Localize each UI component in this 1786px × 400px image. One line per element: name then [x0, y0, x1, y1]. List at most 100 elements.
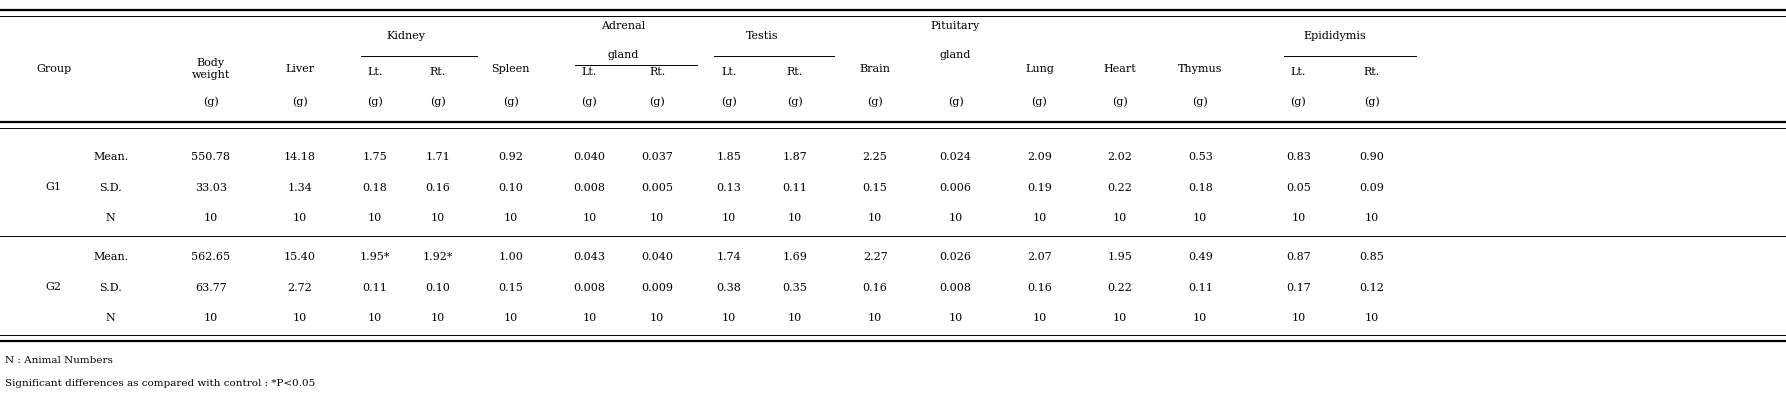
Text: Adrenal: Adrenal: [602, 21, 645, 31]
Text: 14.18: 14.18: [284, 152, 316, 162]
Text: Lt.: Lt.: [722, 67, 736, 77]
Text: (g): (g): [1193, 97, 1207, 107]
Text: 10: 10: [1113, 213, 1127, 223]
Text: 0.008: 0.008: [939, 283, 972, 293]
Text: 1.95: 1.95: [1107, 252, 1132, 262]
Text: (g): (g): [293, 97, 307, 107]
Text: 1.95*: 1.95*: [359, 252, 391, 262]
Text: 0.15: 0.15: [498, 283, 523, 293]
Text: (g): (g): [368, 97, 382, 107]
Text: Lt.: Lt.: [582, 67, 597, 77]
Text: 0.18: 0.18: [363, 183, 388, 193]
Text: 10: 10: [430, 313, 445, 323]
Text: 0.024: 0.024: [939, 152, 972, 162]
Text: 0.38: 0.38: [716, 283, 741, 293]
Text: 0.10: 0.10: [425, 283, 450, 293]
Text: 0.16: 0.16: [1027, 283, 1052, 293]
Text: (g): (g): [788, 97, 802, 107]
Text: 10: 10: [1193, 313, 1207, 323]
Text: 10: 10: [722, 313, 736, 323]
Text: 0.35: 0.35: [782, 283, 807, 293]
Text: 0.49: 0.49: [1188, 252, 1213, 262]
Text: 10: 10: [504, 213, 518, 223]
Text: 2.27: 2.27: [863, 252, 888, 262]
Text: 562.65: 562.65: [191, 252, 230, 262]
Text: 10: 10: [788, 313, 802, 323]
Text: 10: 10: [1365, 213, 1379, 223]
Text: Thymus: Thymus: [1179, 64, 1222, 74]
Text: 0.15: 0.15: [863, 183, 888, 193]
Text: 0.005: 0.005: [641, 183, 673, 193]
Text: Heart: Heart: [1104, 64, 1136, 74]
Text: Pituitary: Pituitary: [931, 21, 981, 31]
Text: 10: 10: [368, 313, 382, 323]
Text: 0.037: 0.037: [641, 152, 673, 162]
Text: 1.85: 1.85: [716, 152, 741, 162]
Text: Brain: Brain: [859, 64, 891, 74]
Text: 0.008: 0.008: [573, 183, 605, 193]
Text: 10: 10: [204, 213, 218, 223]
Text: S.D.: S.D.: [100, 283, 121, 293]
Text: 0.53: 0.53: [1188, 152, 1213, 162]
Text: 0.83: 0.83: [1286, 152, 1311, 162]
Text: S.D.: S.D.: [100, 183, 121, 193]
Text: 33.03: 33.03: [195, 183, 227, 193]
Text: Body
weight: Body weight: [191, 58, 230, 80]
Text: 10: 10: [582, 213, 597, 223]
Text: N: N: [105, 313, 116, 323]
Text: 10: 10: [430, 213, 445, 223]
Text: 10: 10: [868, 313, 882, 323]
Text: 0.16: 0.16: [425, 183, 450, 193]
Text: 0.006: 0.006: [939, 183, 972, 193]
Text: 10: 10: [204, 313, 218, 323]
Text: 0.11: 0.11: [782, 183, 807, 193]
Text: 0.18: 0.18: [1188, 183, 1213, 193]
Text: 10: 10: [1032, 313, 1047, 323]
Text: Rt.: Rt.: [648, 67, 666, 77]
Text: 550.78: 550.78: [191, 152, 230, 162]
Text: 0.11: 0.11: [363, 283, 388, 293]
Text: 0.12: 0.12: [1359, 283, 1384, 293]
Text: Lung: Lung: [1025, 64, 1054, 74]
Text: 2.72: 2.72: [288, 283, 313, 293]
Text: Rt.: Rt.: [429, 67, 446, 77]
Text: (g): (g): [582, 97, 597, 107]
Text: 63.77: 63.77: [195, 283, 227, 293]
Text: 10: 10: [293, 313, 307, 323]
Text: (g): (g): [722, 97, 736, 107]
Text: 10: 10: [293, 213, 307, 223]
Text: Lt.: Lt.: [1291, 67, 1306, 77]
Text: 1.87: 1.87: [782, 152, 807, 162]
Text: (g): (g): [1365, 97, 1379, 107]
Text: 0.87: 0.87: [1286, 252, 1311, 262]
Text: Rt.: Rt.: [1363, 67, 1381, 77]
Text: 10: 10: [1291, 313, 1306, 323]
Text: 10: 10: [1032, 213, 1047, 223]
Text: 0.09: 0.09: [1359, 183, 1384, 193]
Text: 0.90: 0.90: [1359, 152, 1384, 162]
Text: 0.040: 0.040: [573, 152, 605, 162]
Text: (g): (g): [204, 97, 218, 107]
Text: 0.008: 0.008: [573, 283, 605, 293]
Text: 0.009: 0.009: [641, 283, 673, 293]
Text: Testis: Testis: [745, 31, 779, 41]
Text: Group: Group: [36, 64, 71, 74]
Text: (g): (g): [1291, 97, 1306, 107]
Text: 10: 10: [948, 213, 963, 223]
Text: Spleen: Spleen: [491, 64, 530, 74]
Text: 10: 10: [504, 313, 518, 323]
Text: 0.10: 0.10: [498, 183, 523, 193]
Text: (g): (g): [948, 97, 963, 107]
Text: N : Animal Numbers: N : Animal Numbers: [5, 356, 113, 365]
Text: 10: 10: [1193, 213, 1207, 223]
Text: 0.026: 0.026: [939, 252, 972, 262]
Text: (g): (g): [1032, 97, 1047, 107]
Text: 10: 10: [582, 313, 597, 323]
Text: 10: 10: [868, 213, 882, 223]
Text: Kidney: Kidney: [388, 31, 425, 41]
Text: 1.69: 1.69: [782, 252, 807, 262]
Text: 0.17: 0.17: [1286, 283, 1311, 293]
Text: (g): (g): [650, 97, 664, 107]
Text: 0.05: 0.05: [1286, 183, 1311, 193]
Text: 0.85: 0.85: [1359, 252, 1384, 262]
